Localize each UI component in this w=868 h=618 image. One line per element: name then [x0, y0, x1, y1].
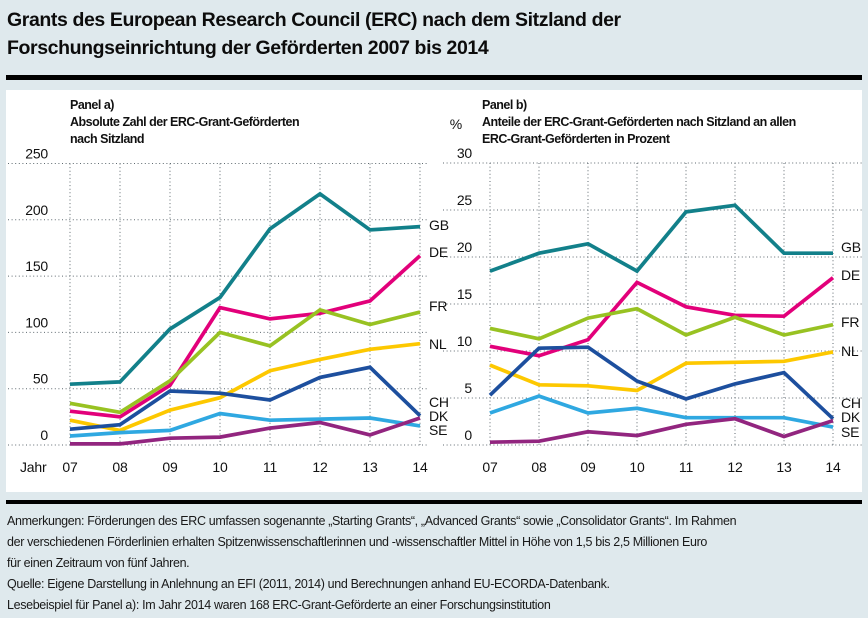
y-tick-label: 20 — [457, 239, 473, 255]
series-label-GB: GB — [841, 239, 861, 255]
series-line-CH — [69, 365, 422, 432]
series-label-NL: NL — [429, 336, 447, 352]
y-tick-label: 0 — [464, 427, 472, 443]
footnotes: Anmerkungen: Förderungen des ERC umfasse… — [7, 511, 737, 616]
y-tick-label: 100 — [25, 314, 48, 330]
panel-a-title-line-3: nach Sitzland — [70, 132, 145, 146]
x-tick-label: 10 — [629, 459, 645, 475]
series-line-CH — [488, 345, 835, 421]
figure-title-line-1: Grants des European Research Council (ER… — [7, 9, 621, 31]
panel-b-title-line-1: Panel b) — [482, 98, 527, 112]
footnote-line-3: für einen Zeitraum von fünf Jahren. — [7, 556, 190, 570]
panel-a-plot: 0 50 100 150 200 250 07 08 09 10 11 12 13 14 Jahr GB DE F… — [8, 146, 449, 475]
series-label-DE: DE — [429, 244, 448, 260]
footnote-line-4: Quelle: Eigene Darstellung in Anlehnung … — [7, 577, 610, 591]
y-tick-label: 10 — [457, 333, 473, 349]
series-label-CH: CH — [429, 394, 449, 410]
x-tick-label: 14 — [825, 459, 841, 475]
series-line-DK — [69, 411, 421, 438]
y-tick-label: 15 — [457, 286, 473, 302]
x-tick-label: 08 — [531, 459, 547, 475]
series-line-DE — [69, 254, 422, 419]
series-label-DK: DK — [841, 409, 861, 425]
figure-title-line-2: Forschungseinrichtung der Geförderten 20… — [7, 37, 489, 59]
x-axis-title: Jahr — [20, 459, 47, 475]
series-label-SE: SE — [841, 424, 859, 440]
series-label-NL: NL — [841, 343, 859, 359]
panel-b-title-line-2: Anteile der ERC-Grant-Geförderten nach S… — [482, 115, 796, 129]
series-line-GB — [69, 191, 421, 387]
x-tick-label: 09 — [162, 459, 178, 475]
top-rule — [6, 75, 862, 80]
panel-a-title: Panel a) Absolute Zahl der ERC-Grant-Gef… — [70, 97, 300, 148]
series-label-SE: SE — [429, 422, 447, 438]
bottom-rule — [6, 500, 862, 504]
series-line-NL — [69, 341, 421, 433]
series-line-GB — [489, 203, 833, 274]
x-tick-label: 09 — [580, 459, 596, 475]
y-tick-label: 0 — [40, 427, 48, 443]
x-tick-label: 07 — [62, 459, 78, 475]
x-tick-label: 14 — [412, 459, 428, 475]
series-line-DE — [489, 276, 835, 358]
y-tick-label: 5 — [464, 380, 472, 396]
series-label-DK: DK — [429, 408, 449, 424]
series-label-GB: GB — [429, 217, 449, 233]
series-line-NL — [489, 350, 834, 393]
footnote-line-1: Anmerkungen: Förderungen des ERC umfasse… — [7, 514, 737, 528]
series-line-FR — [489, 306, 834, 341]
percent-unit-label: % — [449, 116, 462, 132]
footnote-line-5: Lesebeispiel für Panel a): Im Jahr 2014 … — [7, 598, 551, 612]
x-tick-label: 10 — [212, 459, 228, 475]
y-tick-label: 50 — [33, 371, 49, 387]
series-line-FR — [69, 307, 421, 415]
x-tick-label: 13 — [776, 459, 792, 475]
x-tick-label: 12 — [312, 459, 328, 475]
x-tick-label: 12 — [727, 459, 743, 475]
series-line-DK — [489, 394, 834, 429]
y-tick-label: 150 — [25, 258, 48, 274]
series-line-SE — [489, 416, 834, 445]
x-tick-label: 07 — [482, 459, 498, 475]
series-line-SE — [70, 416, 421, 446]
series-label-DE: DE — [841, 267, 860, 283]
footnote-line-2: der verschiedenen Förderlinien erhalten … — [7, 535, 708, 549]
panel-b-plot: 0 5 10 15 20 25 30 07 08 09 10 11 12 13 14 GB DE FR NL CHDK… — [443, 145, 862, 475]
figure-title: Grants des European Research Council (ER… — [7, 6, 621, 62]
y-tick-label: 25 — [457, 192, 473, 208]
x-tick-label: 11 — [679, 459, 694, 475]
series-label-CH: CH — [841, 395, 861, 411]
chart-area: 0 50 100 150 200 250 07 08 09 10 11 12 13 14 Jahr GB DE F… — [6, 90, 862, 492]
x-tick-label: 08 — [112, 459, 128, 475]
y-tick-label: 200 — [25, 202, 48, 218]
series-label-FR: FR — [429, 298, 447, 314]
series-label-FR: FR — [841, 314, 859, 330]
panel-a-title-line-2: Absolute Zahl der ERC-Grant-Geförderten — [70, 115, 300, 129]
y-tick-label: 250 — [25, 146, 48, 162]
x-tick-label: 13 — [362, 459, 378, 475]
panel-a-title-line-1: Panel a) — [70, 98, 114, 112]
x-tick-label: 11 — [263, 459, 278, 475]
panel-b-title-line-3: ERC-Grant-Geförderten in Prozent — [482, 132, 670, 146]
panel-b-title: Panel b) Anteile der ERC-Grant-Gefördert… — [482, 97, 796, 148]
y-tick-label: 30 — [457, 145, 473, 161]
